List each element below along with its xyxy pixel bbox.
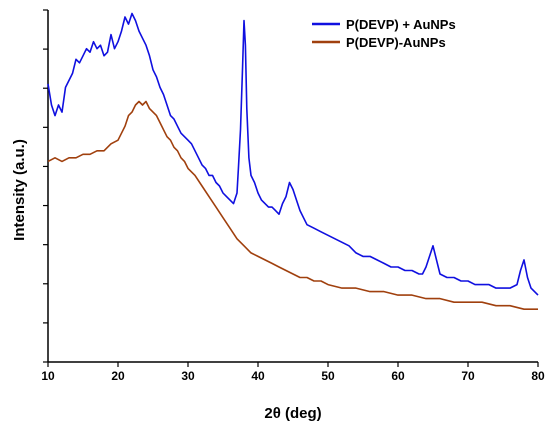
x-tick-label-60: 60: [391, 369, 405, 383]
axes: [47, 10, 538, 363]
x-tick-label-50: 50: [321, 369, 335, 383]
series-line-1: [47, 12, 539, 296]
series: [47, 12, 539, 310]
legend: P(DEVP) + AuNPs P(DEVP)-AuNPs: [312, 17, 456, 50]
x-tick-label-40: 40: [251, 369, 265, 383]
legend-label-series-1: P(DEVP) + AuNPs: [346, 17, 456, 32]
x-tick-label-80: 80: [531, 369, 545, 383]
x-axis-title: 2θ (deg): [264, 405, 321, 422]
x-tick-label-20: 20: [111, 369, 125, 383]
x-tick-label-70: 70: [461, 369, 475, 383]
legend-label-series-2: P(DEVP)-AuNPs: [346, 35, 446, 50]
series-line-2: [47, 100, 538, 310]
y-axis-title: Intensity (a.u.): [11, 139, 28, 241]
ticks: 10 20 30 40 50 60 70 80: [41, 9, 545, 383]
x-tick-label-10: 10: [41, 369, 55, 383]
x-tick-label-30: 30: [181, 369, 195, 383]
